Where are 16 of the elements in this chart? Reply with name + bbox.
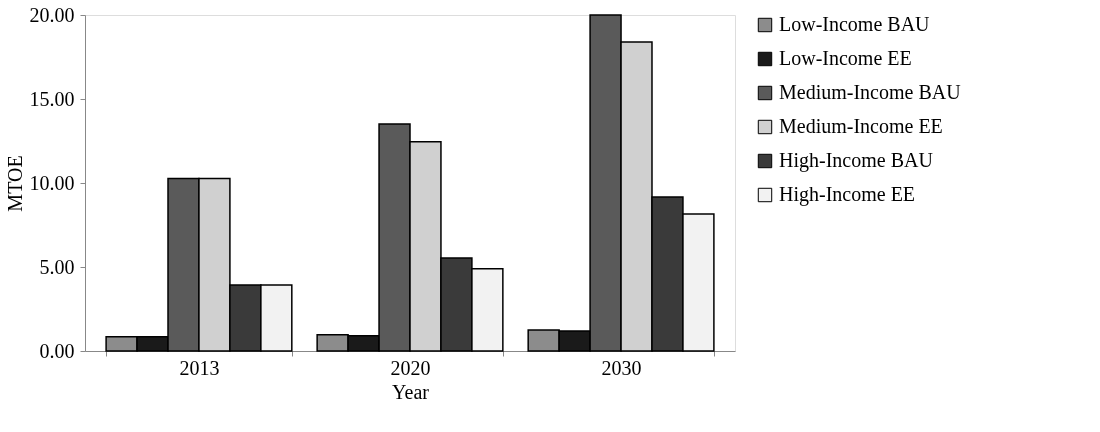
y-tick-label: 5.00 [39,255,75,278]
legend-label: Medium-Income EE [779,115,943,137]
x-tick-label: 2020 [390,356,431,379]
legend-label: Low-Income BAU [779,13,931,35]
y-tick-label: 15.00 [29,87,75,110]
legend-label: Low-Income EE [779,47,912,69]
x-tick-label: 2013 [179,356,220,379]
legend-label: High-Income BAU [779,149,934,172]
legend-label: Medium-Income BAU [779,81,962,103]
x-tick-label: 2030 [601,356,642,379]
y-tick-label: 10.00 [29,171,75,194]
y-tick-label: 20.00 [29,3,75,26]
y-tick-label: 0.00 [39,339,75,362]
x-axis-title: Year [392,380,430,403]
y-axis-title: MTOE [3,155,26,212]
legend-label: High-Income EE [779,183,916,206]
